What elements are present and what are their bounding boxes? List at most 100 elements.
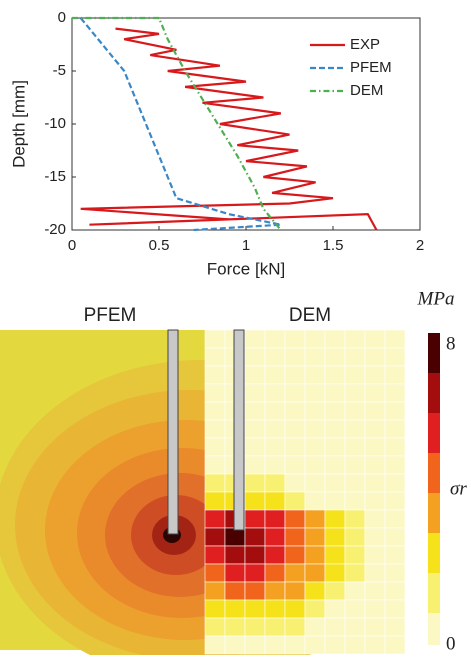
dem-cell <box>324 527 346 547</box>
dem-cell <box>204 365 226 385</box>
dem-cell <box>244 473 266 493</box>
dem-cell <box>304 473 326 493</box>
dem-cell <box>364 365 386 385</box>
dem-cell <box>204 509 226 529</box>
dem-cell <box>304 419 326 439</box>
panel-title: DEM <box>289 305 331 326</box>
dem-cell <box>284 491 306 511</box>
dem-cell <box>284 617 306 637</box>
colorbar-symbol: σr <box>450 478 467 499</box>
dem-cell <box>344 527 366 547</box>
dem-cell <box>384 491 406 511</box>
dem-cell <box>324 599 346 619</box>
dem-cell <box>324 329 346 349</box>
dem-cell <box>204 419 226 439</box>
dem-cell <box>364 383 386 403</box>
dem-cell <box>304 401 326 421</box>
dem-cell <box>344 383 366 403</box>
x-tick-label: 1.5 <box>323 237 344 254</box>
line-chart: 0 0.5 1 1.5 2 0 -5 -10 -15 -20 Force [kN] Depth [mm… <box>9 9 424 279</box>
dem-cell <box>384 599 406 619</box>
dem-cell <box>244 329 266 349</box>
dem-cell <box>244 401 266 421</box>
y-axis-label: Depth [mm] <box>9 80 28 168</box>
dem-cell <box>204 401 226 421</box>
dem-cell <box>304 347 326 367</box>
dem-cell <box>364 491 386 511</box>
dem-cell <box>264 437 286 457</box>
dem-cell <box>284 473 306 493</box>
dem-cell <box>244 563 266 583</box>
dem-cell <box>364 455 386 475</box>
dem-cell <box>224 581 246 601</box>
dem-cell <box>344 563 366 583</box>
dem-cell <box>344 581 366 601</box>
dem-cell <box>364 617 386 637</box>
dem-cell <box>384 455 406 475</box>
dem-cell <box>284 401 306 421</box>
colorbar-tick-label: 8 <box>446 333 456 354</box>
dem-cell <box>384 347 406 367</box>
dem-cell <box>344 491 366 511</box>
dem-cell <box>204 329 226 349</box>
dem-cell <box>284 419 306 439</box>
dem-cell <box>204 527 226 547</box>
dem-cell <box>244 365 266 385</box>
dem-cell <box>284 635 306 655</box>
dem-cell <box>304 617 326 637</box>
dem-cell <box>304 599 326 619</box>
dem-cell <box>324 545 346 565</box>
dem-cell <box>264 599 286 619</box>
dem-cell <box>304 383 326 403</box>
dem-cell <box>284 455 306 475</box>
dem-cell <box>364 419 386 439</box>
colorbar <box>428 333 440 645</box>
dem-cell <box>204 581 226 601</box>
dem-cell <box>344 617 366 637</box>
dem-cell <box>264 617 286 637</box>
dem-cell <box>244 419 266 439</box>
dem-cell <box>264 329 286 349</box>
dem-cell <box>344 599 366 619</box>
dem-cell <box>284 437 306 457</box>
dem-cell <box>264 491 286 511</box>
dem-cell <box>224 545 246 565</box>
dem-cell <box>264 383 286 403</box>
colorbar-tick-label: 0 <box>446 633 456 654</box>
x-tick-label: 0.5 <box>149 237 170 254</box>
dem-cell <box>264 581 286 601</box>
dem-cell <box>284 527 306 547</box>
dem-cell <box>324 581 346 601</box>
dem-cell <box>244 437 266 457</box>
dem-cell <box>304 527 326 547</box>
dem-cell <box>264 365 286 385</box>
dem-cell <box>384 563 406 583</box>
dem-cell <box>324 635 346 655</box>
dem-cell <box>204 599 226 619</box>
dem-cell <box>384 419 406 439</box>
dem-cell <box>344 545 366 565</box>
dem-cell <box>304 329 326 349</box>
dem-cell <box>384 383 406 403</box>
dem-cell <box>384 581 406 601</box>
dem-cell <box>324 437 346 457</box>
dem-cell <box>264 419 286 439</box>
dem-cell <box>344 635 366 655</box>
dem-cell <box>264 347 286 367</box>
dem-cell <box>364 563 386 583</box>
dem-cell <box>264 527 286 547</box>
series-line <box>79 17 282 232</box>
dem-cell <box>364 635 386 655</box>
dem-cell <box>384 509 406 529</box>
dem-cell <box>304 365 326 385</box>
dem-cell <box>244 545 266 565</box>
dem-cell <box>204 545 226 565</box>
dem-cell <box>284 545 306 565</box>
dem-cell <box>384 437 406 457</box>
dem-penetrometer <box>233 329 245 531</box>
dem-cell <box>304 455 326 475</box>
legend-label: DEM <box>350 82 383 99</box>
dem-cell <box>284 365 306 385</box>
dem-cell <box>244 383 266 403</box>
